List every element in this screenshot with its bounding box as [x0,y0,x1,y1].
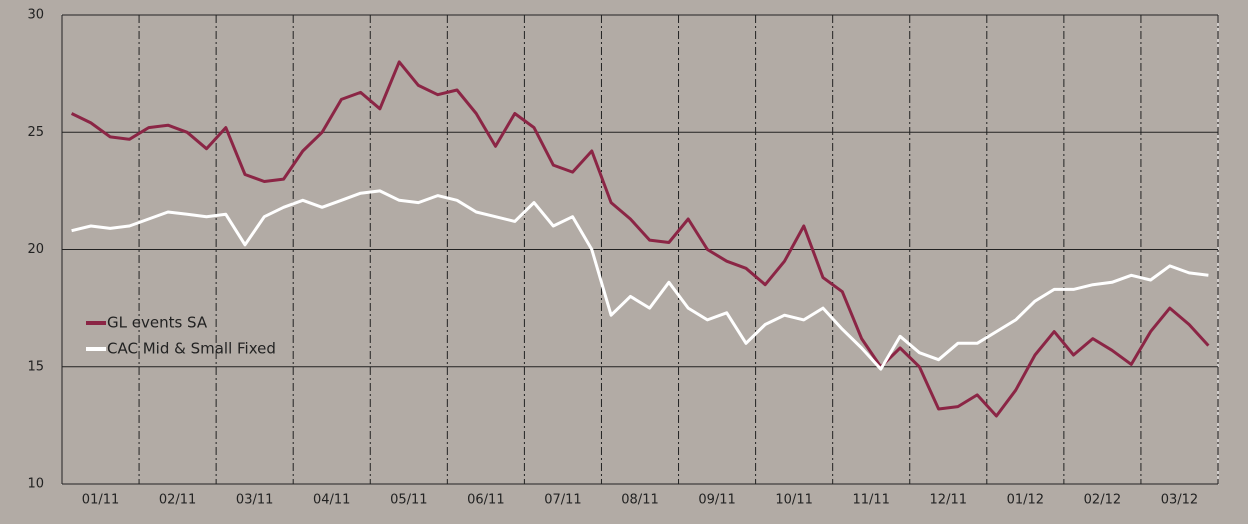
x-tick-label: 03/12 [1161,493,1198,508]
x-tick-label: 03/11 [236,493,273,508]
x-tick-label: 02/11 [159,493,196,508]
x-tick-label: 02/12 [1084,493,1121,508]
x-tick-label: 07/11 [544,493,581,508]
x-tick-label: 09/11 [698,493,735,508]
y-tick-label: 30 [27,8,44,23]
x-tick-label: 01/12 [1007,493,1044,508]
x-tick-label: 08/11 [621,493,658,508]
x-tick-label: 05/11 [390,493,427,508]
legend-label: GL events SA [107,314,208,332]
y-tick-label: 15 [27,359,44,374]
y-tick-label: 10 [27,477,44,492]
x-tick-label: 12/11 [930,493,967,508]
series-line [71,189,1209,371]
x-tick-label: 04/11 [313,493,350,508]
legend-label: CAC Mid & Small Fixed [107,340,276,358]
y-tick-label: 25 [27,125,44,140]
x-tick-label: 01/11 [82,493,119,508]
x-tick-label: 06/11 [467,493,504,508]
x-tick-label: 10/11 [775,493,812,508]
series-line [70,60,1210,418]
x-tick-label: 11/11 [852,493,889,508]
y-tick-label: 20 [27,242,44,257]
